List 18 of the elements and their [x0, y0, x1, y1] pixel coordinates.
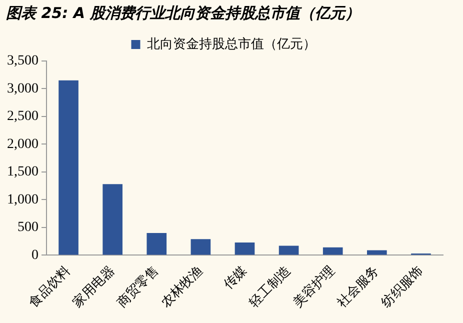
y-tick-label: 2,500: [7, 109, 38, 124]
bar: [367, 250, 387, 255]
y-tick-label: 500: [18, 220, 38, 236]
y-tick-label: 1,500: [7, 164, 38, 180]
y-tick-label: 2,000: [7, 136, 38, 152]
bar: [322, 247, 343, 255]
bar: [278, 246, 299, 255]
bar: [58, 80, 78, 255]
chart-title: 图表 25: A 股消费行业北向资金持股总市值（亿元）: [6, 4, 360, 23]
bar: [190, 239, 211, 255]
bar: [146, 233, 167, 255]
y-tick-label: 0: [32, 248, 38, 263]
bar: [102, 184, 122, 255]
legend-label: 北向资金持股总市值（亿元）: [146, 36, 316, 52]
bar: [234, 242, 255, 255]
y-tick-label: 1,000: [7, 192, 38, 208]
y-tick-label: 3,500: [7, 54, 38, 69]
y-tick-label: 3,000: [7, 81, 38, 96]
